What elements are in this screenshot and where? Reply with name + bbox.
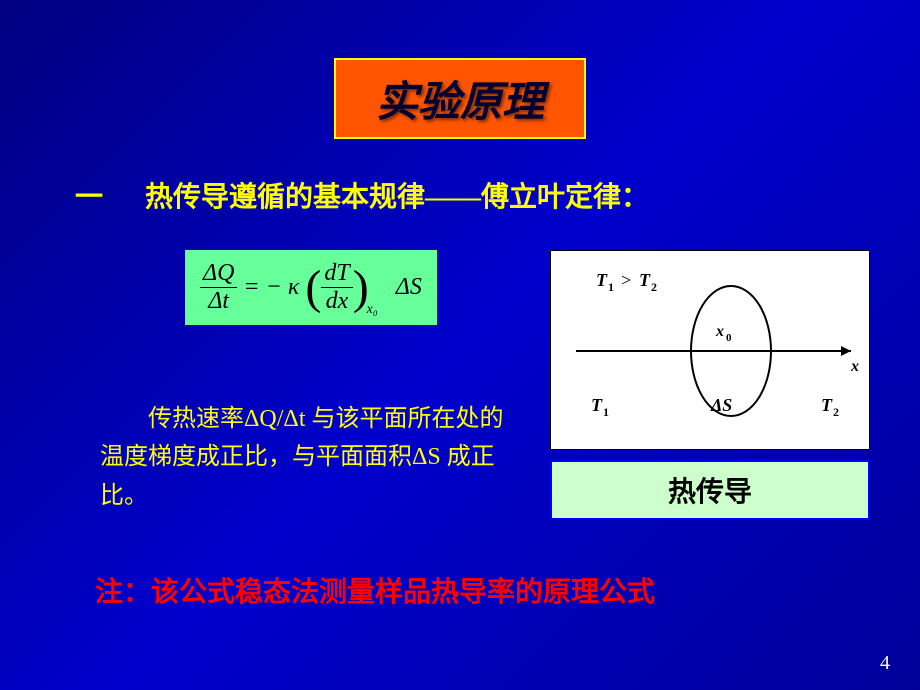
formula-equals: = − [243, 274, 281, 301]
diagram-label: 热传导 [552, 470, 868, 510]
formula-box: ΔQ Δt = − κ ( dT dx ) x₀ ΔS [185, 250, 437, 325]
formula-inner-num: dT [321, 260, 352, 288]
lparen-icon: ( [305, 264, 321, 312]
section-number: 一 [75, 182, 103, 213]
note-text: 注：该公式稳态法测量样品热导率的原理公式 [95, 570, 655, 610]
svg-text:0: 0 [726, 332, 732, 344]
diagram-t1-gt-t2: T [596, 270, 608, 290]
formula: ΔQ Δt = − κ ( dT dx ) x₀ ΔS [200, 260, 422, 315]
diagram-arrowhead-icon [841, 346, 851, 356]
diagram-x0: x [715, 323, 724, 340]
title-box: 实验原理 [334, 58, 586, 139]
diagram-t1: T [591, 395, 603, 415]
svg-text:2: 2 [833, 405, 839, 419]
diagram-ds: ΔS [710, 395, 732, 415]
formula-lhs-fraction: ΔQ Δt [200, 260, 237, 315]
diagram-t2: T [821, 395, 833, 415]
page-number: 4 [880, 652, 890, 675]
svg-text:1: 1 [608, 280, 614, 294]
diagram-label-box: 热传导 [550, 460, 870, 520]
formula-inner-fraction: dT dx [321, 260, 352, 315]
section-heading-text: 热传导遵循的基本规律——傅立叶定律： [145, 182, 649, 213]
heat-conduction-diagram: T 1 > T 2 x 0 x T 1 T 2 ΔS [550, 250, 870, 450]
formula-lhs-num: ΔQ [200, 260, 237, 288]
diagram-x-label: x [850, 358, 859, 375]
formula-paren-group: ( dT dx ) x₀ [305, 260, 379, 315]
slide-title: 实验原理 [376, 68, 544, 129]
svg-text:>: > [621, 270, 631, 290]
diagram-svg: T 1 > T 2 x 0 x T 1 T 2 ΔS [551, 251, 871, 451]
formula-subscript: x₀ [367, 302, 378, 318]
description-text: 传热速率ΔQ/Δt 与该平面所在处的温度梯度成正比，与平面面积ΔS 成正比。 [100, 400, 510, 515]
section-heading: 一 热传导遵循的基本规律——傅立叶定律： [75, 175, 649, 215]
formula-inner-den: dx [323, 288, 352, 315]
svg-text:T: T [639, 270, 651, 290]
formula-tail: ΔS [396, 274, 422, 301]
svg-text:1: 1 [603, 405, 609, 419]
svg-text:2: 2 [651, 280, 657, 294]
formula-lhs-den: Δt [205, 288, 232, 315]
formula-kappa: κ [288, 274, 300, 301]
